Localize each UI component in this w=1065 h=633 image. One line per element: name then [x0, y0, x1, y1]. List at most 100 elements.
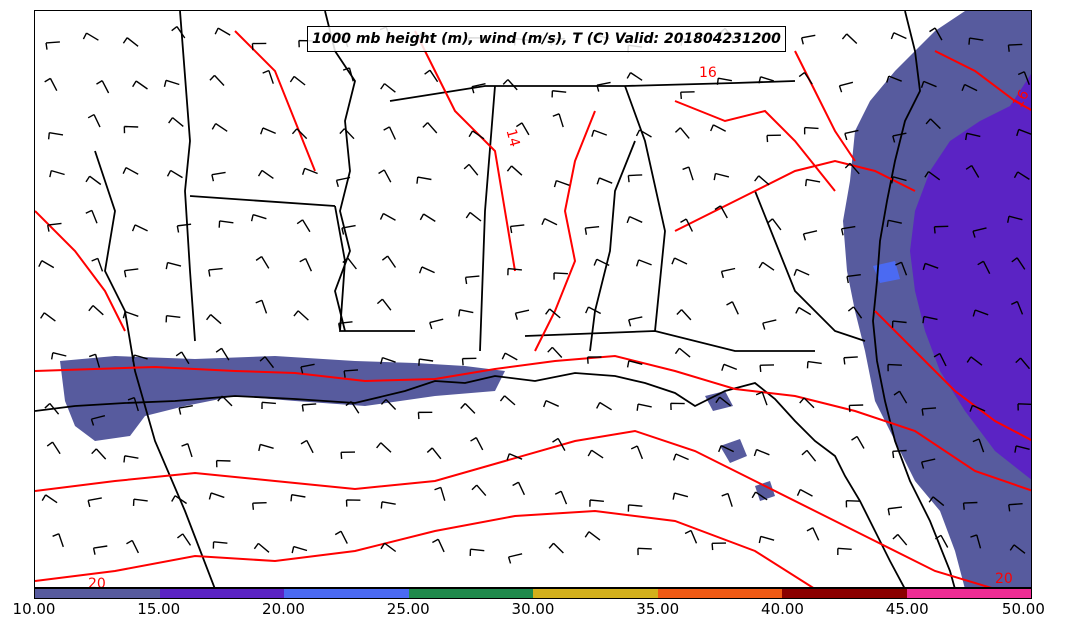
- wind-barb: [718, 445, 734, 453]
- wind-barb: [253, 542, 270, 553]
- colorbar-segment: [657, 589, 782, 598]
- wind-barb: [422, 122, 438, 134]
- wind-barb: [434, 486, 446, 501]
- wind-barb: [345, 401, 360, 414]
- wind-barb: [88, 304, 104, 316]
- map-title: 1000 mb height (m), wind (m/s), T (C) Va…: [307, 26, 786, 52]
- wind-barb: [380, 83, 396, 93]
- wind-barb: [680, 218, 694, 232]
- state-line-3: [334, 205, 415, 332]
- wind-barb: [211, 122, 228, 132]
- river-4: [754, 190, 866, 342]
- wind-barb: [460, 403, 476, 414]
- wind-barb: [515, 122, 530, 136]
- wind-barb: [1011, 257, 1026, 270]
- wind-speed-shading: [60, 11, 1031, 587]
- wind-barb: [758, 76, 775, 84]
- isotherm-1: [35, 354, 1031, 492]
- wind-barb: [891, 176, 907, 184]
- wind-barb: [1008, 503, 1023, 512]
- isotherm-11: [674, 100, 836, 192]
- wind-barb: [933, 225, 949, 234]
- wind-barb: [802, 230, 818, 241]
- wind-barb: [290, 493, 306, 502]
- wind-barb: [376, 442, 392, 453]
- wind-barb: [541, 217, 558, 226]
- state-line-2: [189, 195, 336, 207]
- wind-barb: [166, 169, 183, 179]
- wind-barb: [300, 439, 314, 454]
- colorbar-segment: [533, 589, 658, 598]
- wind-barb: [801, 449, 817, 462]
- wind-barb: [506, 165, 523, 176]
- wind-barb: [418, 266, 435, 274]
- wind-barb: [758, 535, 775, 544]
- wind-barb: [803, 126, 819, 135]
- wind-barb: [1007, 43, 1023, 52]
- wind-barb: [88, 353, 101, 368]
- wind-barb: [672, 453, 689, 461]
- wind-barb: [929, 27, 943, 41]
- colorbar-segment: [782, 589, 907, 598]
- wind-barb: [380, 542, 397, 553]
- wind-barb: [416, 176, 432, 184]
- wind-barb: [637, 547, 652, 556]
- wind-barb: [922, 262, 939, 271]
- wind-barb: [892, 449, 907, 459]
- colorbar-segment: [284, 589, 409, 598]
- wind-barb: [342, 257, 357, 270]
- wind-barb: [710, 124, 727, 132]
- wind-barb: [626, 72, 643, 81]
- wind-barb: [334, 530, 348, 544]
- wind-barb: [626, 215, 643, 224]
- river-1: [324, 11, 356, 332]
- wind-barb: [291, 128, 308, 140]
- wind-barb: [887, 506, 903, 516]
- colorbar-segment: [408, 589, 533, 598]
- isotherm-8: [934, 50, 1031, 112]
- wind-barb: [38, 260, 55, 269]
- wind-barb: [299, 257, 313, 272]
- wind-barb: [381, 255, 397, 268]
- wind-barb: [424, 69, 439, 83]
- wind-barb: [844, 162, 860, 175]
- colorbar-tick-label: 45.00: [885, 600, 929, 618]
- wind-barb: [672, 492, 689, 500]
- wind-barb: [1016, 128, 1031, 137]
- wind-barb: [543, 400, 559, 408]
- wind-barb: [85, 175, 102, 186]
- geographic-boundaries: [35, 11, 956, 587]
- wind-barb: [887, 363, 902, 372]
- wind-barb: [753, 448, 770, 457]
- wind-barb: [840, 225, 856, 236]
- wind-barb: [132, 498, 148, 506]
- wind-barb: [635, 259, 652, 267]
- wind-barb: [715, 396, 732, 407]
- wind-barb: [851, 435, 865, 449]
- wind-barb: [924, 171, 941, 181]
- state-line-5: [479, 85, 496, 352]
- wind-barb: [977, 260, 991, 275]
- wind-barb: [585, 306, 602, 315]
- wind-barb: [123, 125, 139, 134]
- wind-barb: [175, 351, 190, 365]
- wind-barb: [87, 113, 101, 128]
- wind-barb: [627, 174, 643, 183]
- wind-barb: [962, 501, 978, 510]
- river-3: [589, 140, 636, 352]
- gulf-coastline: [35, 372, 905, 587]
- wind-barb: [178, 405, 193, 415]
- wind-barb: [552, 437, 566, 451]
- wind-barb: [96, 80, 110, 94]
- temperature-contours: [35, 30, 1031, 587]
- wind-barb: [846, 274, 861, 284]
- state-line-6: [624, 85, 666, 332]
- wind-barb: [754, 175, 770, 186]
- wind-barb: [211, 171, 226, 182]
- wind-barb: [843, 356, 858, 365]
- wind-barb: [925, 118, 941, 130]
- isotherm-2: [35, 429, 992, 587]
- wind-barb: [751, 491, 768, 501]
- wind-barb: [91, 257, 104, 272]
- wind-barb: [548, 542, 564, 554]
